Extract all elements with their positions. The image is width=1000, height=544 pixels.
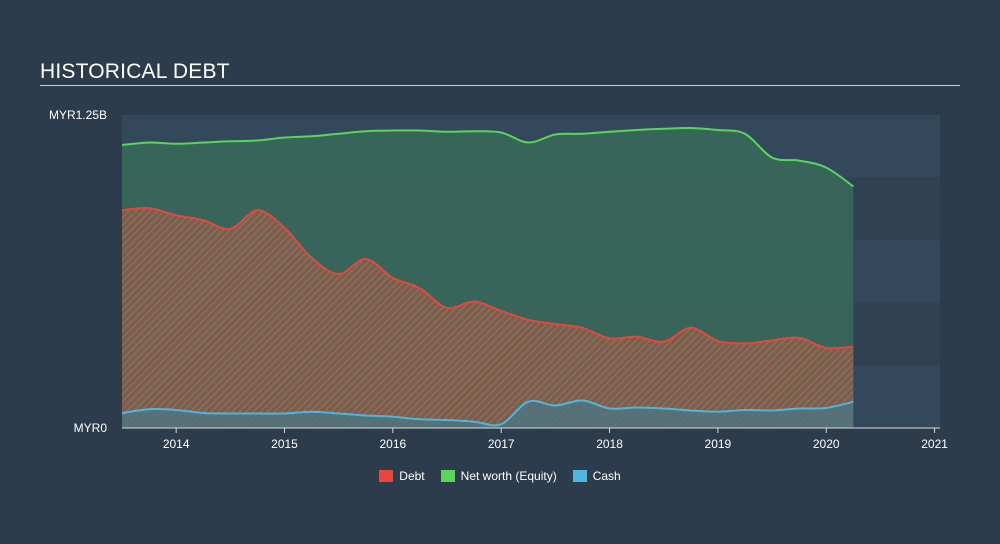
legend-swatch-net-worth: [440, 470, 455, 482]
x-tick-label: 2020: [813, 437, 840, 451]
legend-item-debt[interactable]: Debt: [379, 469, 425, 483]
legend-label-cash: Cash: [592, 469, 621, 483]
x-tick-label: 2017: [488, 437, 515, 451]
cash-area: [122, 400, 854, 428]
x-tick-label: 2018: [596, 437, 623, 451]
x-tick-label: 2014: [163, 437, 190, 451]
x-tick-label: 2016: [380, 437, 407, 451]
legend-swatch-debt: [379, 470, 394, 482]
y-tick-label-zero: MYR0: [74, 421, 108, 435]
legend-label-net-worth: Net worth (Equity): [460, 469, 557, 483]
title-divider: [40, 85, 960, 86]
debt-line: [121, 206, 854, 350]
legend-label-debt: Debt: [399, 469, 425, 483]
chart-legend: Debt Net worth (Equity) Cash: [0, 469, 1000, 483]
equity-line: [121, 126, 854, 188]
x-tick-label: 2021: [921, 437, 948, 451]
x-tick-label: 2019: [705, 437, 732, 451]
cash-line: [121, 399, 854, 427]
legend-swatch-cash: [572, 470, 587, 482]
x-tick-label: 2015: [271, 437, 298, 451]
debt-area: [122, 207, 854, 428]
legend-item-net-worth[interactable]: Net worth (Equity): [440, 469, 557, 483]
legend-item-cash[interactable]: Cash: [572, 469, 621, 483]
y-tick-label-max: MYR1.25B: [49, 108, 107, 122]
chart-title: HISTORICAL DEBT: [40, 60, 230, 83]
